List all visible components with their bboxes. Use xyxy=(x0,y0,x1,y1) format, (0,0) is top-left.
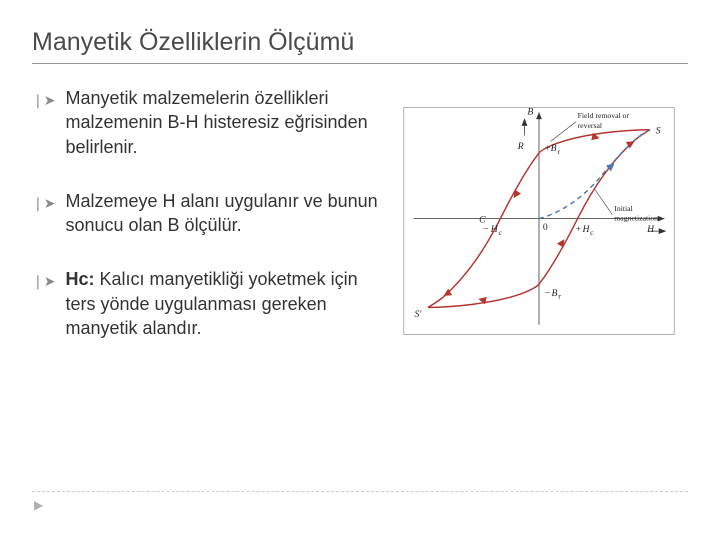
svg-text:r: r xyxy=(558,292,561,301)
svg-text:B: B xyxy=(552,288,558,299)
bullet-icon: ❘➤ xyxy=(32,189,55,238)
svg-text:R: R xyxy=(517,141,524,152)
svg-text:+: + xyxy=(576,224,581,235)
svg-text:B: B xyxy=(551,143,557,154)
bullet-icon: ❘➤ xyxy=(32,86,55,159)
svg-text:−: − xyxy=(483,224,488,235)
footer-divider xyxy=(32,491,688,492)
footer-marker-icon: ▶ xyxy=(34,498,43,512)
bullet-text: Hc: Kalıcı manyetikliği yoketmek için te… xyxy=(65,267,385,340)
hysteresis-chart: SS'RC+Br−Br+Hc−Hc0BHField removal orreve… xyxy=(399,86,688,370)
svg-text:reversal: reversal xyxy=(578,121,602,130)
svg-text:magnetization: magnetization xyxy=(614,214,658,223)
svg-text:−: − xyxy=(545,288,550,299)
svg-text:H: H xyxy=(646,224,655,235)
svg-text:B: B xyxy=(527,106,533,117)
svg-text:c: c xyxy=(590,228,594,237)
page-title: Manyetik Özelliklerin Ölçümü xyxy=(32,28,688,64)
svg-text:c: c xyxy=(498,228,502,237)
bullet-list: ❘➤ Manyetik malzemelerin özellikleri mal… xyxy=(32,86,385,370)
list-item: ❘➤ Hc: Kalıcı manyetikliği yoketmek için… xyxy=(32,267,385,340)
svg-text:H: H xyxy=(581,224,590,235)
content-row: ❘➤ Manyetik malzemelerin özellikleri mal… xyxy=(32,86,688,370)
bullet-icon: ❘➤ xyxy=(32,267,55,340)
svg-text:0: 0 xyxy=(543,222,548,233)
svg-text:S: S xyxy=(656,126,661,137)
bullet-text: Manyetik malzemelerin özellikleri malzem… xyxy=(65,86,385,159)
svg-text:H: H xyxy=(490,224,499,235)
svg-text:r: r xyxy=(557,147,560,156)
list-item: ❘➤ Manyetik malzemelerin özellikleri mal… xyxy=(32,86,385,159)
bullet-text: Malzemeye H alanı uygulanır ve bunun son… xyxy=(65,189,385,238)
svg-text:S': S' xyxy=(414,309,422,320)
list-item: ❘➤ Malzemeye H alanı uygulanır ve bunun … xyxy=(32,189,385,238)
svg-text:+: + xyxy=(545,143,550,154)
svg-text:Field removal or: Field removal or xyxy=(578,111,630,120)
svg-text:Initial: Initial xyxy=(614,204,632,213)
